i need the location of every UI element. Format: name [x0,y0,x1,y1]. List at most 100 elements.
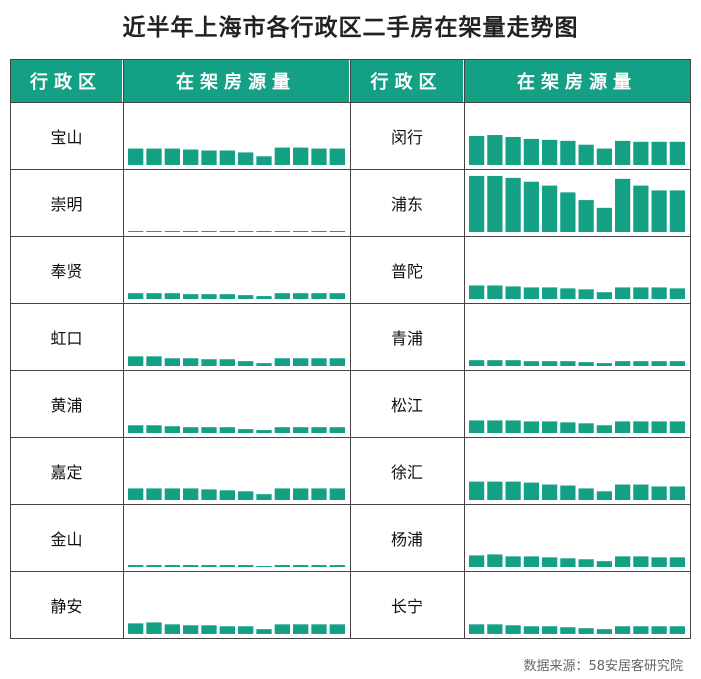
listing-bar [542,557,558,567]
listing-bar [274,624,290,634]
column-divider [10,59,11,639]
district-name: 静安 [50,596,83,616]
listing-bar [274,231,290,232]
listing-bar [542,626,558,634]
district-name: 徐汇 [390,462,423,482]
listing-bar [219,490,235,500]
district-sparkbar-chart [128,565,345,567]
listing-bar [596,292,612,299]
district-sparkbar-chart [469,175,685,232]
listing-bar [487,624,503,634]
listing-bar [183,565,199,567]
listing-bar [128,425,144,433]
listing-bar [311,488,327,500]
listing-bar [201,231,217,232]
district-sparkbar-chart [128,622,345,634]
listing-bar [596,207,612,232]
district-name: 虹口 [50,328,83,348]
listing-bar [183,149,199,165]
listing-bar [560,485,576,500]
listing-bar [469,360,485,366]
listing-bar [523,482,539,500]
listing-bar [183,294,199,299]
listing-bar [146,231,162,232]
listing-bar [238,361,254,366]
listing-bar [615,140,631,165]
district-sparkbar-chart [469,481,685,500]
listing-bar [164,565,180,567]
listing-bar [201,150,217,165]
listing-bar [274,293,290,299]
district-name: 嘉定 [50,462,83,482]
listing-bar [560,288,576,299]
listing-bar [669,288,685,299]
listing-bar [487,175,503,232]
listing-bar [615,484,631,500]
listing-bar [542,484,558,500]
listing-bar [146,293,162,299]
listing-bar [596,491,612,500]
listing-bar [523,626,539,634]
listing-bar [505,625,521,634]
listing-bar [238,626,254,634]
district-name: 普陀 [390,261,423,281]
listing-bar [615,178,631,232]
listing-bar [128,623,144,634]
listing-bar [219,359,235,366]
listing-bar [146,425,162,433]
district-name: 长宁 [390,596,423,616]
column-divider [350,59,351,639]
listing-bar [293,488,309,500]
listing-bar [256,363,272,366]
listing-bar [542,139,558,165]
listing-bar [669,557,685,567]
listing-bar [183,358,199,366]
listing-bar [469,481,485,500]
listing-bar [201,565,217,567]
listing-bar [560,558,576,567]
column-divider [464,59,465,639]
listing-bar [256,629,272,634]
listing-bar [311,624,327,634]
listing-bar [146,565,162,567]
listing-bar [274,358,290,366]
listing-bar [615,287,631,299]
listing-bar [523,556,539,567]
listing-bar [311,231,327,232]
district-sparkbar-chart [469,624,685,634]
listing-bar [560,192,576,232]
listing-bar [164,148,180,165]
listing-bar [219,294,235,299]
district-name: 金山 [50,529,83,549]
header-district-right: 行政区 [350,59,463,102]
listing-bar [293,427,309,433]
listing-bar [329,148,345,165]
listing-bar [201,489,217,500]
listing-bar [146,356,162,366]
listing-bar [560,422,576,433]
listing-bar [505,286,521,299]
listing-bar [274,488,290,500]
listing-bar [578,488,594,500]
listing-bar [596,425,612,433]
listing-bar [542,421,558,433]
listing-bar [523,421,539,433]
listing-bar [128,488,144,500]
listing-bar [274,147,290,165]
listing-bar [128,231,144,232]
listing-bar [219,427,235,433]
district-name: 杨浦 [390,529,423,549]
listing-bar [128,565,144,567]
listing-bar [651,141,667,165]
listing-bar [219,565,235,567]
listing-bar [523,287,539,299]
listing-bar [238,565,254,567]
listing-bar [256,296,272,299]
listing-bar [183,231,199,232]
listing-bar [238,231,254,232]
district-name: 崇明 [50,194,83,214]
listing-bar [164,624,180,634]
listing-bar [201,359,217,366]
listing-bar [469,285,485,299]
listing-bar [615,421,631,433]
